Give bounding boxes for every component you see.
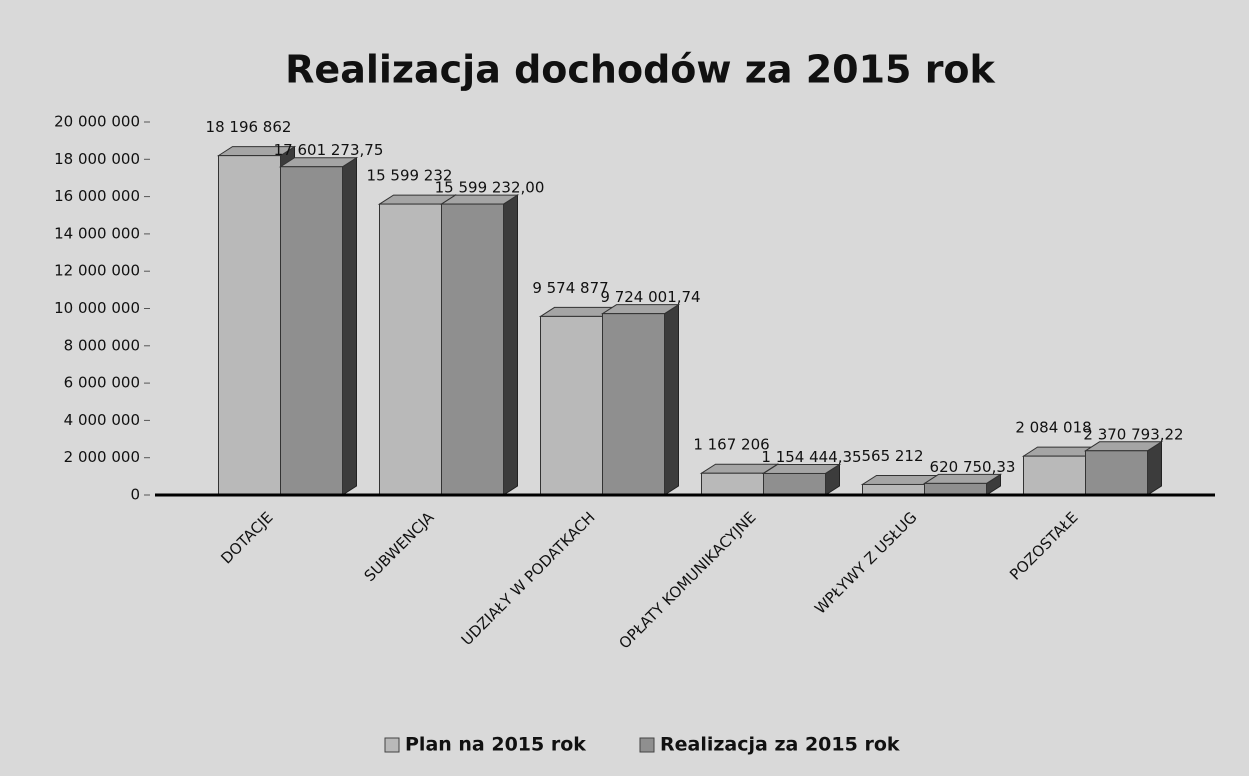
value-label: 15 599 232 xyxy=(367,167,453,185)
value-label: 2 370 793,22 xyxy=(1083,425,1183,443)
y-tick-label: 0 xyxy=(130,486,140,504)
value-label: 1 154 444,35 xyxy=(761,448,861,466)
y-tick-label: 20 000 000 xyxy=(54,113,140,131)
value-label: 620 750,33 xyxy=(930,458,1016,476)
y-tick-label: 18 000 000 xyxy=(54,150,140,168)
bar xyxy=(540,315,603,496)
y-tick-label: 2 000 000 xyxy=(64,448,140,466)
bar-side xyxy=(664,303,679,496)
y-tick-label: 6 000 000 xyxy=(64,374,140,392)
bar xyxy=(862,483,925,496)
value-label: 17 601 273,75 xyxy=(274,141,384,159)
bar-side xyxy=(342,156,357,496)
bar xyxy=(441,203,504,496)
y-tick-label: 16 000 000 xyxy=(54,187,140,205)
bar xyxy=(701,472,764,496)
value-label: 565 212 xyxy=(861,447,923,465)
chart-title: Realizacja dochodów za 2015 rok xyxy=(285,48,995,92)
bar xyxy=(280,166,343,496)
bar xyxy=(602,313,665,496)
legend-label: Plan na 2015 rok xyxy=(405,734,586,756)
y-tick-label: 8 000 000 xyxy=(64,336,140,354)
value-label: 9 574 877 xyxy=(532,279,608,297)
y-tick-label: 12 000 000 xyxy=(54,262,140,280)
value-label: 18 196 862 xyxy=(206,118,292,136)
value-label: 9 724 001,74 xyxy=(600,288,700,306)
bar xyxy=(763,472,826,496)
y-tick-label: 10 000 000 xyxy=(54,299,140,317)
legend-swatch xyxy=(639,737,655,753)
y-tick-label: 4 000 000 xyxy=(64,411,140,429)
bar-side xyxy=(503,194,518,496)
value-label: 15 599 232,00 xyxy=(435,179,545,197)
value-label: 2 084 018 xyxy=(1015,419,1091,437)
bar xyxy=(379,203,442,496)
bar xyxy=(924,482,987,496)
bar xyxy=(1085,450,1148,496)
bar xyxy=(218,155,281,496)
y-tick-label: 14 000 000 xyxy=(54,224,140,242)
bar xyxy=(1023,455,1086,496)
legend-label: Realizacja za 2015 rok xyxy=(660,734,900,756)
value-label: 1 167 206 xyxy=(693,436,769,454)
legend-swatch xyxy=(384,737,400,753)
